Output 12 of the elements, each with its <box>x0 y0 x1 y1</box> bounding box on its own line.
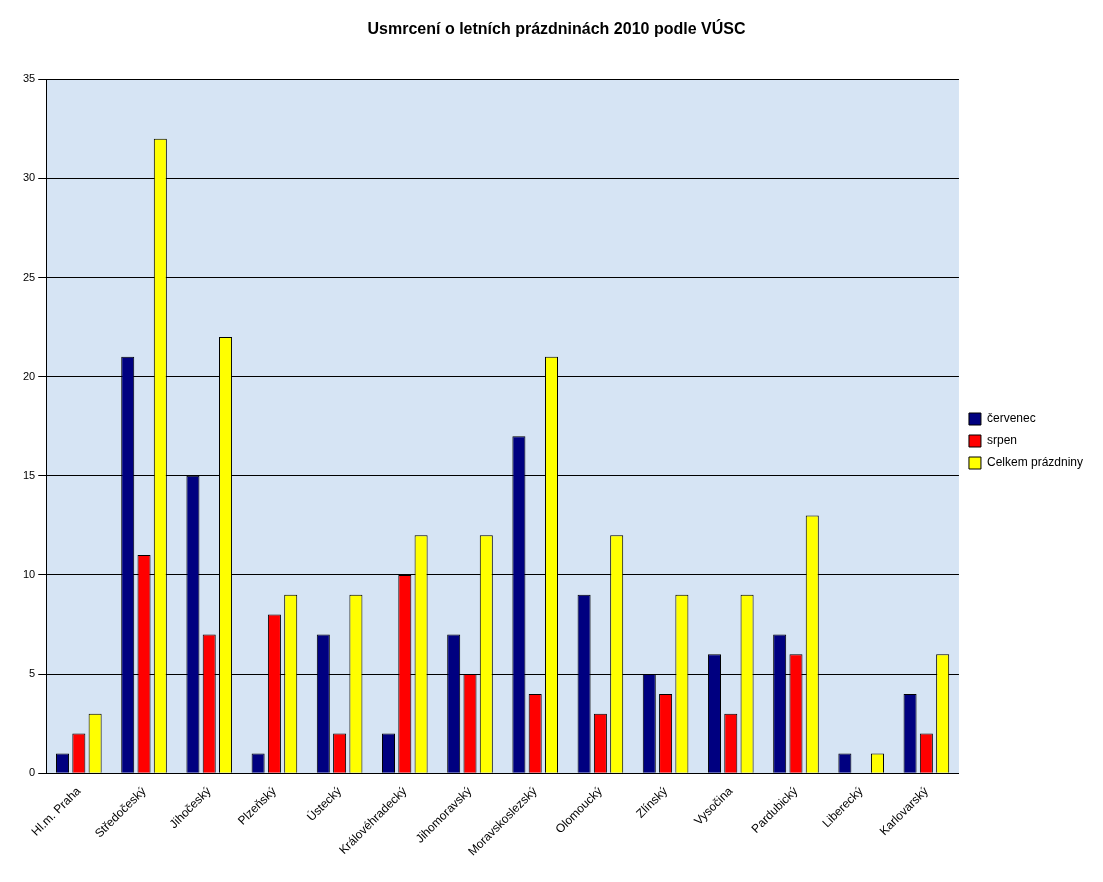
chart-title: Usmrcení o letních prázdninách 2010 podle VÚSC <box>367 19 746 38</box>
y-tick-label: 35 <box>22 72 36 85</box>
y-tick-label: 5 <box>29 667 36 680</box>
y-tick-label: 20 <box>22 369 36 382</box>
y-tick-label: 25 <box>22 270 36 283</box>
y-tick-label: 15 <box>22 468 36 481</box>
legend-label: Celkem prázdniny <box>986 455 1084 470</box>
legend-label: srpen <box>986 433 1017 448</box>
y-tick-label: 0 <box>29 766 36 779</box>
y-tick-label: 10 <box>22 567 36 580</box>
legend-label: červenec <box>986 411 1036 426</box>
y-tick-label: 30 <box>22 171 36 184</box>
